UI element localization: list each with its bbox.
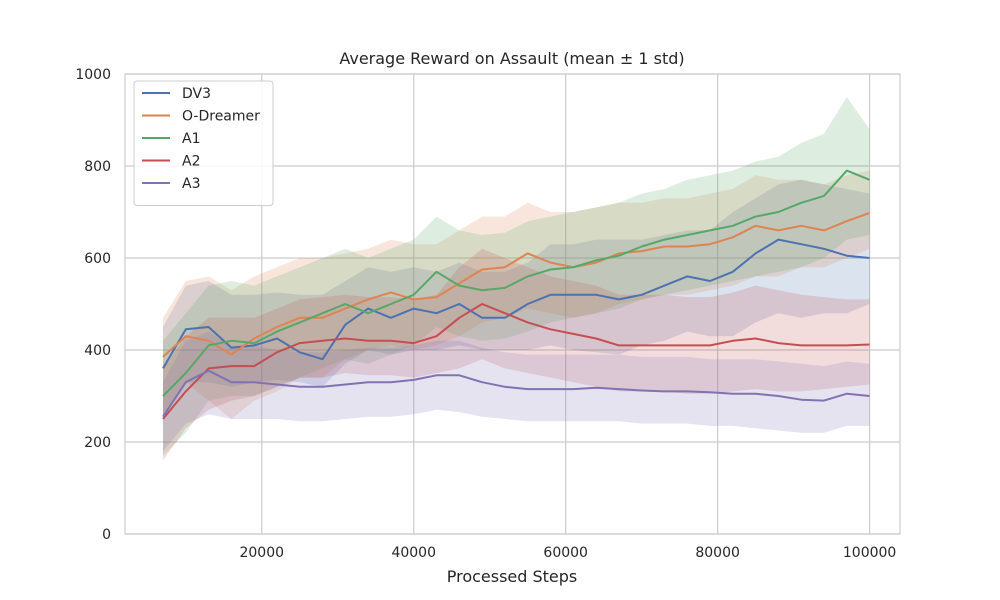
plot-frame <box>124 73 901 535</box>
legend-label-o-dreamer: O-Dreamer <box>182 109 260 125</box>
line-a2 <box>162 303 870 420</box>
band-o-dreamer <box>163 170 870 419</box>
x-tick-labels: 20000 40000 60000 80000 100000 <box>239 545 896 561</box>
x-tick-label: 20000 <box>239 545 284 561</box>
x-tick-label: 100000 <box>843 545 896 561</box>
y-tick-label: 0 <box>102 527 111 543</box>
x-tick-label: 80000 <box>695 545 740 561</box>
legend-label-a3: A3 <box>182 176 200 192</box>
band-a3 <box>163 331 870 452</box>
legend-label-a2: A2 <box>182 154 200 170</box>
band-a2 <box>163 248 870 461</box>
y-tick-label: 1000 <box>75 67 111 83</box>
series-lines <box>162 169 870 420</box>
legend-label-a1: A1 <box>182 131 200 147</box>
line-dv3 <box>162 238 870 369</box>
line-o-dreamer <box>162 211 870 358</box>
std-bands <box>163 97 870 461</box>
legend-label-dv3: DV3 <box>182 86 211 102</box>
band-dv3 <box>163 179 870 419</box>
y-tick-label: 800 <box>84 159 111 175</box>
x-axis-label: Processed Steps <box>447 567 578 586</box>
line-a3 <box>162 369 870 418</box>
legend-box <box>133 80 274 206</box>
y-tick-label: 200 <box>84 435 111 451</box>
y-tick-label: 600 <box>84 251 111 267</box>
x-tick-label: 40000 <box>391 545 436 561</box>
chart-title: Average Reward on Assault (mean ± 1 std) <box>339 49 684 68</box>
y-tick-label: 400 <box>84 343 111 359</box>
band-a1 <box>163 97 870 456</box>
y-tick-labels: 0 200 400 600 800 1000 <box>75 67 111 543</box>
line-a1 <box>162 169 870 397</box>
x-tick-label: 60000 <box>543 545 588 561</box>
legend: DV3 O-Dreamer A1 A2 A3 <box>133 80 274 206</box>
